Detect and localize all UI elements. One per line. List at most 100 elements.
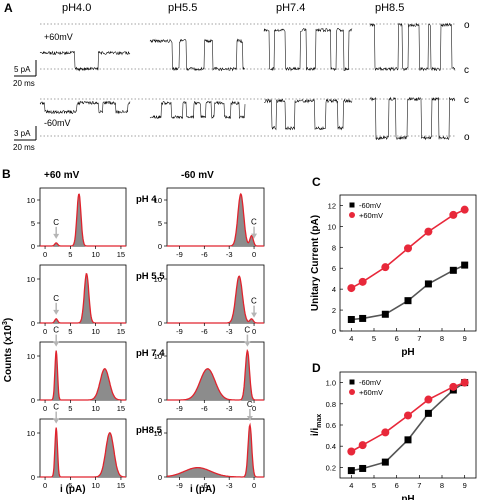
- histogram-xtick-label: 0: [252, 250, 256, 259]
- closed-arrow-head: [246, 415, 253, 421]
- histogram-xtick-label: 5: [68, 327, 72, 336]
- x-tick-label: 5: [372, 481, 376, 490]
- scale-bar-top: [14, 60, 37, 77]
- ph-header-2: pH5.5: [168, 2, 197, 14]
- histogram-xtick-label: 10: [91, 481, 99, 490]
- closed-arrow-head: [53, 309, 60, 315]
- histogram-xtick-label: 0: [252, 481, 256, 490]
- histogram-ytick-label: 0: [158, 396, 162, 405]
- histogram-ytick-label: 0: [158, 473, 162, 482]
- data-point-circle: [460, 378, 469, 387]
- data-point-circle: [424, 227, 433, 236]
- histogram-ytick-label: 10: [27, 352, 35, 361]
- histogram-fit-curve: [167, 192, 264, 247]
- ph-header-4: pH8.5: [375, 2, 404, 14]
- y-tick-label: 4: [332, 285, 336, 294]
- scale-bar-bottom: [14, 126, 37, 141]
- histogram-xtick-label: 5: [68, 250, 72, 259]
- data-point-square: [461, 261, 469, 269]
- closed-arrow-head: [251, 312, 258, 318]
- histogram-frame: [166, 264, 265, 324]
- x-tick-label: 4: [349, 481, 353, 490]
- x-tick-label: 6: [395, 481, 399, 490]
- x-tick-label: 8: [440, 334, 444, 343]
- histogram-ytick-label: 0: [158, 242, 162, 251]
- trace-5: [39, 100, 131, 115]
- plot-frame: [339, 194, 477, 332]
- histogram-xtick-label: -3: [226, 250, 233, 259]
- trace-3: [263, 27, 353, 72]
- histogram-fit-curve: [166, 422, 264, 478]
- histogram-fit-curve: [40, 193, 126, 247]
- data-point-circle: [381, 428, 390, 437]
- x-tick-label: 9: [463, 481, 467, 490]
- histogram-bars: [167, 194, 264, 246]
- histogram-xtick-label: -9: [176, 481, 183, 490]
- panel-d-label: D: [312, 361, 321, 375]
- histogram-xtick-label: 10: [91, 404, 99, 413]
- trace-4: [369, 22, 456, 72]
- voltage-label-positive: +60mV: [44, 32, 73, 42]
- closed-arrow-head: [251, 233, 258, 239]
- x-axis-label: pH: [401, 347, 414, 358]
- legend-marker-circle: [349, 212, 355, 218]
- data-point-square: [424, 280, 432, 288]
- histogram-ytick-label: 0: [158, 319, 162, 328]
- chart-unitary-current: 4 5 6 7 8 9 0 2 4 6 8 10 12 pH Unitary Current (pA) -60…: [310, 194, 477, 358]
- histogram-xtick-label: -9: [176, 250, 183, 259]
- closed-marker: C: [53, 294, 59, 303]
- closed-marker: C: [251, 218, 257, 227]
- panel-b-label: B: [2, 167, 11, 181]
- y-tick-label: 12: [328, 201, 336, 210]
- panel-a-label: A: [4, 1, 13, 15]
- y-axis-label: Unitary Current (pA): [310, 215, 321, 311]
- data-point-circle: [404, 244, 412, 253]
- y-tick-label: 0: [332, 327, 336, 336]
- histogram-xtick-label: -3: [226, 404, 233, 413]
- row-label-ph: pH8.5: [136, 425, 163, 436]
- trace-2: [149, 38, 246, 72]
- histogram-xtick-label: -6: [201, 327, 208, 336]
- data-point-square: [359, 464, 367, 472]
- open-label-bottom: o: [464, 132, 470, 143]
- data-point-square: [424, 409, 432, 417]
- data-point-square: [381, 310, 389, 318]
- data-point-square: [359, 314, 367, 322]
- histogram-xtick-label: 5: [68, 404, 72, 413]
- data-point-square: [449, 266, 457, 274]
- closed-label-bottom: c: [464, 95, 469, 106]
- histogram-xtick-label: -3: [226, 481, 233, 490]
- ph-header-1: pH4.0: [62, 2, 91, 14]
- histogram-fit-curve: [167, 275, 264, 324]
- x-tick-label: 7: [417, 481, 421, 490]
- histogram-bars: [167, 276, 264, 323]
- data-point-circle: [449, 210, 458, 219]
- histogram-fit-curve: [40, 427, 126, 478]
- histogram-xtick-label: 15: [117, 250, 125, 259]
- histogram-xtick-label: 0: [43, 327, 47, 336]
- closed-arrow-head: [53, 233, 60, 239]
- current-traces: [39, 22, 456, 141]
- x-tick-label: 7: [417, 334, 421, 343]
- histogram-xtick-label: -6: [201, 250, 208, 259]
- trace-7: [263, 98, 353, 131]
- legend-label: +60mV: [359, 211, 383, 220]
- ph-header-3: pH7.4: [276, 2, 305, 14]
- trace-1: [39, 50, 131, 72]
- histogram-bars: [167, 350, 264, 400]
- histogram-bars: [40, 350, 126, 400]
- histogram-ytick-label: 10: [154, 352, 162, 361]
- col-header-positive: +60 mV: [44, 170, 80, 181]
- histogram-ytick-label: 0: [31, 242, 35, 251]
- closed-arrow-head: [53, 418, 60, 424]
- series-line-1: [351, 264, 466, 321]
- x-tick-label: 8: [440, 481, 444, 490]
- x-tick-label: 5: [372, 334, 376, 343]
- histogram-xtick-label: -9: [176, 404, 183, 413]
- closed-marker: C: [53, 403, 59, 412]
- data-point-circle: [381, 263, 390, 272]
- data-point-circle: [460, 205, 469, 214]
- histogram-xtick-label: -6: [201, 404, 208, 413]
